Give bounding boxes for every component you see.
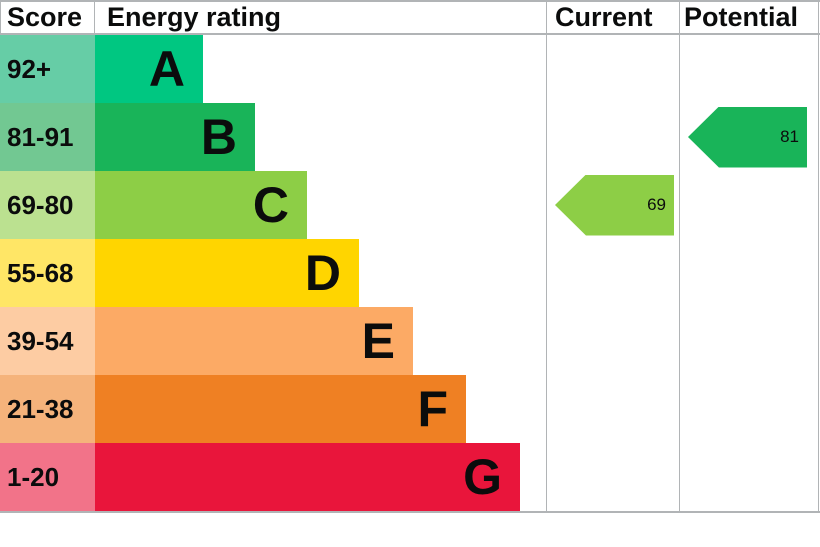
band-row-e: 39-54 E xyxy=(0,307,820,375)
band-bar-g: G xyxy=(95,443,520,511)
score-range-b: 81-91 xyxy=(0,103,95,171)
header-current: Current xyxy=(555,2,653,32)
score-range-d: 55-68 xyxy=(0,239,95,307)
score-range-a: 92+ xyxy=(0,35,95,103)
header-energy-rating: Energy rating xyxy=(107,2,282,32)
table-right-border xyxy=(818,0,819,513)
band-bar-c: C xyxy=(95,171,307,239)
score-range-e: 39-54 xyxy=(0,307,95,375)
header-score: Score xyxy=(7,2,83,32)
table-top-border xyxy=(0,0,820,2)
header-left-border xyxy=(0,0,1,33)
score-range-g: 1-20 xyxy=(0,443,95,511)
band-bar-b: B xyxy=(95,103,255,171)
header-bottom-border xyxy=(0,33,820,35)
band-row-d: 55-68 D xyxy=(0,239,820,307)
bands-rows: 92+ A 81-91 B 69-80 C 55-68 D 39-54 E 21-38 F 1-20 G xyxy=(0,35,820,511)
score-column-divider xyxy=(94,0,95,33)
score-range-f: 21-38 xyxy=(0,375,95,443)
current-rating-value: 69 xyxy=(647,195,666,214)
table-bottom-border xyxy=(0,511,820,513)
potential-rating-value: 81 xyxy=(780,127,799,146)
band-row-c: 69-80 C xyxy=(0,171,820,239)
band-row-f: 21-38 F xyxy=(0,375,820,443)
band-bar-e: E xyxy=(95,307,413,375)
band-row-b: 81-91 B xyxy=(0,103,820,171)
band-row-g: 1-20 G xyxy=(0,443,820,511)
header-potential: Potential xyxy=(684,2,799,32)
band-row-a: 92+ A xyxy=(0,35,820,103)
score-range-c: 69-80 xyxy=(0,171,95,239)
potential-column-divider xyxy=(679,0,680,513)
band-bar-f: F xyxy=(95,375,466,443)
band-bar-a: A xyxy=(95,35,203,103)
band-bar-d: D xyxy=(95,239,359,307)
current-column-divider xyxy=(546,0,547,513)
